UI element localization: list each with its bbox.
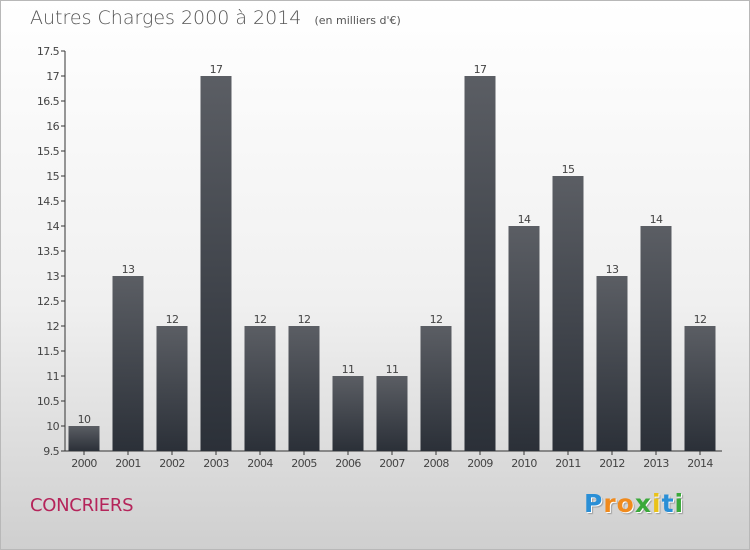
y-tick-label: 17.5 [37,45,60,58]
y-tick-label: 11.5 [37,345,60,358]
y-tick-label: 15.5 [37,145,60,158]
logo-letter: i [674,489,685,518]
bar-2002 [156,326,188,451]
value-label-2007: 11 [386,363,399,376]
y-tick-label: 14.5 [37,195,60,208]
value-label-2008: 12 [430,313,443,326]
value-label-2004: 12 [254,313,267,326]
y-tick-label: 10 [46,420,59,433]
value-label-2014: 12 [694,313,707,326]
value-label-2002: 12 [166,313,179,326]
logo-letter: t [661,489,675,518]
x-tick-label-2013: 2013 [643,457,669,470]
x-tick-label-2006: 2006 [335,457,361,470]
x-tick-label-2009: 2009 [467,457,493,470]
value-label-2006: 11 [342,363,355,376]
x-tick-label-2002: 2002 [159,457,185,470]
y-tick-label: 13 [46,270,59,283]
proxiti-logo[interactable]: Proxiti [584,489,684,518]
bar-2011 [552,176,584,451]
value-label-2005: 12 [298,313,311,326]
y-tick-label: 10.5 [37,395,60,408]
commune-name: CONCRIERS [30,495,134,516]
x-tick-label-2010: 2010 [511,457,537,470]
bar-2004 [244,326,276,451]
bar-2005 [288,326,320,451]
value-label-2001: 13 [122,263,135,276]
y-tick-label: 14 [46,220,59,233]
value-label-2009: 17 [474,63,487,76]
y-tick-label: 16.5 [37,95,60,108]
bar-2001 [112,276,144,451]
x-tick-label-2000: 2000 [71,457,97,470]
logo-letter: r [603,489,617,518]
bar-2008 [420,326,452,451]
chart-subtitle: (en milliers d'€) [314,14,401,27]
bar-2014 [684,326,716,451]
value-label-2011: 15 [562,163,575,176]
logo-letter: P [584,489,604,518]
y-tick-label: 16 [46,120,59,133]
bar-2013 [640,226,672,451]
y-tick-label: 9.5 [43,445,59,458]
y-tick-label: 17 [46,70,59,83]
x-tick-label-2005: 2005 [291,457,317,470]
logo-letter: o [616,489,635,518]
value-label-2010: 14 [518,213,531,226]
bar-2006 [332,376,364,451]
y-tick-label: 15 [46,170,59,183]
y-tick-label: 12 [46,320,59,333]
bar-2003 [200,76,232,451]
x-tick-label-2012: 2012 [599,457,625,470]
bar-2000 [68,426,100,451]
value-label-2003: 17 [210,63,223,76]
x-tick-label-2007: 2007 [379,457,405,470]
logo-letter: x [634,489,652,518]
x-tick-label-2008: 2008 [423,457,449,470]
bar-2012 [596,276,628,451]
chart-title: Autres Charges 2000 à 2014 [30,7,302,29]
bar-2010 [508,226,540,451]
y-tick-label: 11 [46,370,59,383]
y-tick-label: 12.5 [37,295,60,308]
x-tick-label-2014: 2014 [687,457,713,470]
bar-2009 [464,76,496,451]
x-tick-label-2011: 2011 [555,457,581,470]
title-row: Autres Charges 2000 à 2014 (en milliers … [30,7,401,29]
value-label-2000: 10 [78,413,91,426]
y-tick-label: 13.5 [37,245,60,258]
value-label-2013: 14 [650,213,663,226]
bar-2007 [376,376,408,451]
x-tick-label-2004: 2004 [247,457,273,470]
value-label-2012: 13 [606,263,619,276]
logo-letter: i [652,489,662,518]
x-tick-label-2003: 2003 [203,457,229,470]
x-tick-label-2001: 2001 [115,457,141,470]
